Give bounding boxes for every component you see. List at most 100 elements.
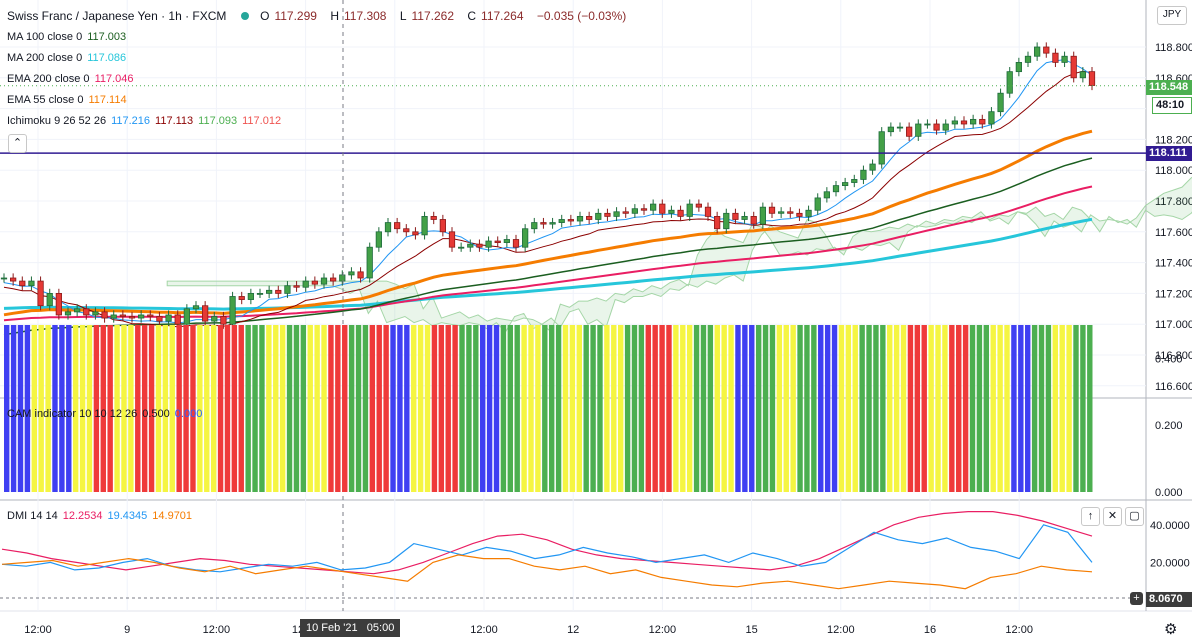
cam-bar [307, 325, 313, 492]
cam-bar [176, 325, 182, 492]
candle-body [156, 316, 163, 322]
move-pane-up-button[interactable]: ↑ [1081, 507, 1100, 526]
cam-bar [1059, 325, 1065, 492]
cam-bar [514, 325, 520, 492]
cam-bar [183, 325, 189, 492]
collapse-legend-button[interactable]: ⌃ [8, 134, 27, 153]
candle-body [366, 246, 373, 279]
candle-body [896, 126, 904, 129]
cam-bar [542, 325, 548, 492]
cam-bar [252, 325, 258, 492]
candle-body [640, 208, 648, 211]
indicator-value: 117.012 [242, 115, 282, 127]
close-pane-button[interactable]: ✕ [1103, 507, 1122, 526]
market-status-icon [240, 12, 249, 20]
candle-body [394, 222, 401, 230]
indicator-value: 117.216 [111, 115, 151, 127]
cam-bar [797, 325, 803, 492]
cam-bar [217, 325, 224, 492]
cam-bar [666, 325, 672, 492]
settings-gear-icon[interactable]: ⚙ [1164, 621, 1178, 638]
cam-bar [714, 325, 720, 492]
indicator-value: 117.003 [87, 31, 127, 43]
maximize-pane-button[interactable]: ▢ [1125, 507, 1144, 526]
candle-body [714, 215, 721, 230]
candle-body [878, 131, 885, 165]
cam-bar [990, 325, 996, 492]
cam-bar [962, 325, 969, 492]
ohlc-low: L 117.262 [399, 9, 455, 23]
add-plus-icon[interactable]: + [1130, 592, 1143, 605]
candle-body [1061, 55, 1068, 63]
cam-bar [245, 325, 251, 492]
cam-bar [707, 325, 714, 492]
candle-body [165, 314, 172, 322]
cam-bar [38, 325, 44, 492]
candle-body [759, 206, 766, 225]
candle-body [668, 209, 675, 214]
cam-bar [162, 325, 169, 492]
candle-body [1088, 71, 1096, 86]
time-tick-label: 15 [745, 624, 757, 636]
crosshair-time-label: 10 Feb '21 05:00 [300, 619, 401, 637]
candle-body [869, 163, 876, 171]
candle-body [192, 305, 200, 310]
candle-body [83, 308, 90, 316]
cam-bar [417, 325, 424, 492]
cam-bar [93, 325, 100, 492]
cam-bar [266, 325, 272, 492]
candle-body [421, 215, 428, 236]
candle-body [467, 243, 474, 248]
cam-bar [597, 325, 603, 492]
candle-body [348, 271, 355, 276]
cam-bar [314, 325, 320, 492]
cam-bar [1038, 325, 1045, 492]
currency-badge[interactable]: JPY [1157, 6, 1187, 25]
cam-bar [169, 325, 175, 492]
cam-bar [907, 325, 914, 492]
candle-body [101, 311, 108, 319]
cam-bar [404, 325, 410, 492]
price-tick-label: 118.200 [1155, 134, 1192, 146]
candle-body [522, 228, 529, 248]
cam-bar [1025, 325, 1031, 492]
cam-bar [321, 325, 327, 492]
candle-body [787, 211, 794, 214]
cam-bar [328, 325, 334, 492]
cam-bar [590, 325, 596, 492]
candle-body [778, 211, 785, 214]
candle-body [960, 120, 968, 125]
cam-bar [155, 325, 162, 492]
cam-bar [293, 325, 300, 492]
candle-body [613, 211, 620, 217]
time-tick-label: 12:00 [649, 624, 677, 636]
candle-body [1052, 52, 1059, 63]
candle-body [119, 314, 126, 317]
cam-bar [148, 325, 155, 492]
ohlc-close: C 117.264 [467, 9, 524, 23]
candle-body [659, 203, 666, 214]
cam-bar [231, 325, 238, 492]
candle-body [677, 209, 684, 217]
candle-body [320, 277, 328, 285]
cam-bar [411, 325, 417, 492]
candle-body [558, 219, 565, 223]
price-tick-label: 118.800 [1155, 42, 1192, 54]
candle-body [704, 206, 712, 217]
cam-bar [438, 325, 445, 492]
cam-bar [859, 325, 865, 492]
time-tick-label: 12:00 [203, 624, 231, 636]
cam-bar [997, 325, 1003, 492]
cam-bar [279, 325, 286, 492]
ma-200-line [3, 217, 1093, 311]
cam-bar [873, 325, 879, 492]
cam-bar [866, 325, 872, 492]
candle-body [430, 215, 437, 220]
cam-bar [673, 325, 679, 492]
cam-bar [135, 325, 141, 492]
candle-body [10, 277, 17, 282]
time-tick-label: 12:00 [24, 624, 52, 636]
cam-bar [335, 325, 341, 492]
candle-body [256, 292, 264, 295]
